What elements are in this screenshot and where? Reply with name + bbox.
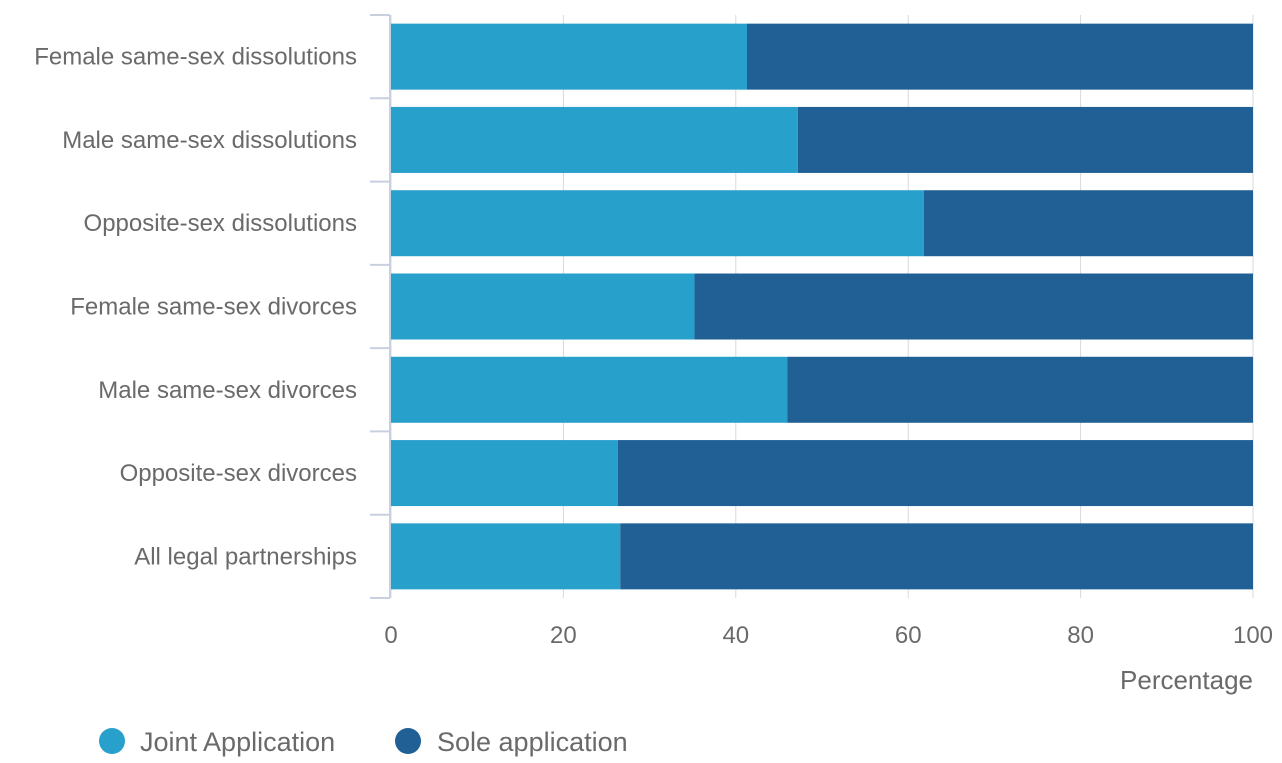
x-tick-label: 20: [550, 622, 577, 649]
category-labels: Female same-sex dissolutions Male same-se…: [34, 44, 357, 571]
category-label: Male same-sex divorces: [98, 377, 357, 404]
legend-swatch-joint: [99, 728, 125, 754]
bar-joint-0[interactable]: [391, 23, 748, 90]
bar-sole-0[interactable]: [747, 23, 1253, 90]
x-tick-label: 0: [384, 622, 397, 649]
legend-label-sole[interactable]: Sole application: [437, 727, 628, 757]
legend-label-joint[interactable]: Joint Application: [140, 727, 335, 757]
legend: Joint Application Sole application: [99, 727, 628, 757]
x-tick-label: 60: [895, 622, 922, 649]
bar-sole-1[interactable]: [797, 106, 1253, 173]
category-label: Opposite-sex divorces: [120, 460, 357, 487]
category-label: Opposite-sex dissolutions: [84, 210, 357, 237]
x-axis-title: Percentage: [1120, 665, 1253, 695]
category-label: Female same-sex dissolutions: [34, 44, 357, 71]
category-label: All legal partnerships: [134, 543, 357, 570]
bar-joint-6[interactable]: [391, 523, 621, 590]
x-tick-label: 100: [1233, 622, 1273, 649]
bar-sole-6[interactable]: [620, 523, 1253, 590]
category-axis: [370, 14, 391, 599]
bar-sole-4[interactable]: [787, 356, 1253, 423]
category-label: Male same-sex dissolutions: [62, 127, 357, 154]
bars: [391, 23, 1253, 590]
bar-joint-3[interactable]: [391, 273, 695, 340]
bar-joint-4[interactable]: [391, 356, 788, 423]
category-label: Female same-sex divorces: [70, 294, 357, 321]
bar-sole-3[interactable]: [694, 273, 1253, 340]
x-tick-label: 40: [722, 622, 749, 649]
bar-sole-2[interactable]: [923, 190, 1253, 257]
bar-sole-5[interactable]: [617, 440, 1253, 507]
bar-joint-2[interactable]: [391, 190, 924, 257]
legend-swatch-sole: [395, 728, 421, 754]
bar-joint-5[interactable]: [391, 440, 618, 507]
x-tick-label: 80: [1067, 622, 1094, 649]
x-tick-labels: 0 20 40 60 80 100: [384, 622, 1273, 649]
bar-joint-1[interactable]: [391, 106, 798, 173]
